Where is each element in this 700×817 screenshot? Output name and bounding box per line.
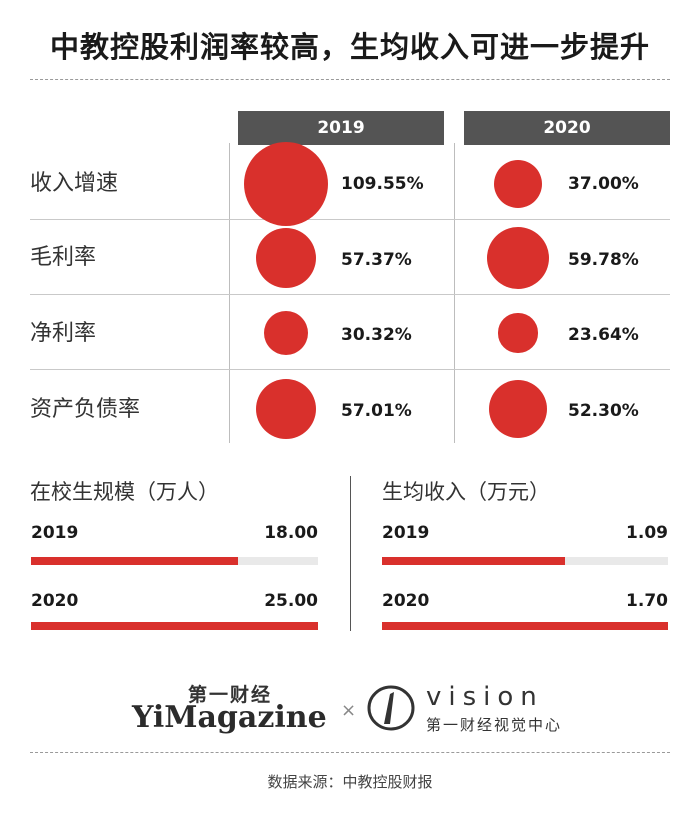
revenue-per-student-bar-track-2020	[382, 622, 668, 630]
students-chart-title: 在校生规模（万人）	[30, 480, 219, 504]
row-separator	[30, 294, 670, 295]
yimagazine-logo-cn: 第一财经	[188, 684, 273, 706]
value-label-2020-debt-ratio: 52.30%	[568, 401, 639, 421]
vision-logo-cn: 第一财经视觉中心	[426, 716, 563, 734]
row-label-gross-margin: 毛利率	[30, 245, 97, 270]
revenue-per-student-bar-track-2019	[382, 557, 668, 565]
logo-separator: ×	[341, 700, 357, 721]
bubble-2019-net-margin	[263, 310, 309, 356]
table-mid-line	[454, 143, 455, 443]
bubble-area	[244, 142, 550, 440]
top-divider	[30, 79, 670, 80]
bubble-2019-revenue-growth	[244, 142, 328, 226]
revenue-per-student-chart-title: 生均收入（万元）	[382, 480, 550, 504]
value-label-2020-revenue-growth: 37.00%	[568, 174, 639, 194]
students-year-2019: 2019	[31, 523, 79, 543]
students-bar-2020	[31, 622, 318, 630]
table-left-line	[229, 143, 230, 443]
revenue-per-student-value-2020: 1.70	[626, 591, 668, 611]
bubble-2019-gross-margin	[255, 227, 317, 289]
students-value-2019: 18.00	[264, 523, 318, 543]
revenue-per-student-year-2019: 2019	[382, 523, 430, 543]
bubble-2019-debt-ratio	[255, 378, 317, 440]
revenue-per-student-value-2019: 1.09	[626, 523, 668, 543]
row-label-net-margin: 净利率	[30, 321, 97, 346]
yimagazine-logo: YiMagazine	[132, 700, 327, 735]
bubble-2020-net-margin	[498, 313, 538, 353]
revenue-per-student-bar-2019	[382, 557, 566, 565]
bottom-divider	[30, 752, 670, 753]
revenue-per-student-year-2020: 2020	[382, 591, 430, 611]
chart-title: 中教控股利润率较高，生均收入可进一步提升	[49, 30, 650, 64]
students-year-2020: 2020	[31, 591, 79, 611]
revenue-per-student-bar-2020	[382, 622, 668, 630]
bottom-center-divider	[350, 476, 351, 631]
data-source: 数据来源：中教控股财报	[267, 773, 433, 791]
students-bar-track-2019	[31, 557, 318, 565]
row-separator	[30, 219, 670, 220]
students-bar-2019	[31, 557, 238, 565]
row-separator	[30, 369, 670, 370]
value-label-2020-net-margin: 23.64%	[568, 325, 639, 345]
vision-logo: vision	[426, 682, 544, 712]
vision-mark-icon	[367, 685, 415, 731]
bubble-2020-revenue-growth	[493, 159, 543, 209]
value-label-2019-gross-margin: 57.37%	[341, 250, 412, 270]
value-label-2019-revenue-growth: 109.55%	[341, 174, 424, 194]
students-value-2020: 25.00	[264, 591, 318, 611]
bubble-2020-gross-margin	[486, 226, 550, 290]
value-label-2019-debt-ratio: 57.01%	[341, 401, 412, 421]
row-label-debt-ratio: 资产负债率	[30, 397, 141, 422]
year-header-2020: 2020	[464, 111, 670, 145]
students-bar-track-2020	[31, 622, 318, 630]
row-label-revenue-growth: 收入增速	[30, 171, 119, 196]
bubble-2020-debt-ratio	[488, 379, 547, 438]
value-label-2019-net-margin: 30.32%	[341, 325, 412, 345]
value-label-2020-gross-margin: 59.78%	[568, 250, 639, 270]
year-header-2019: 2019	[238, 111, 444, 145]
